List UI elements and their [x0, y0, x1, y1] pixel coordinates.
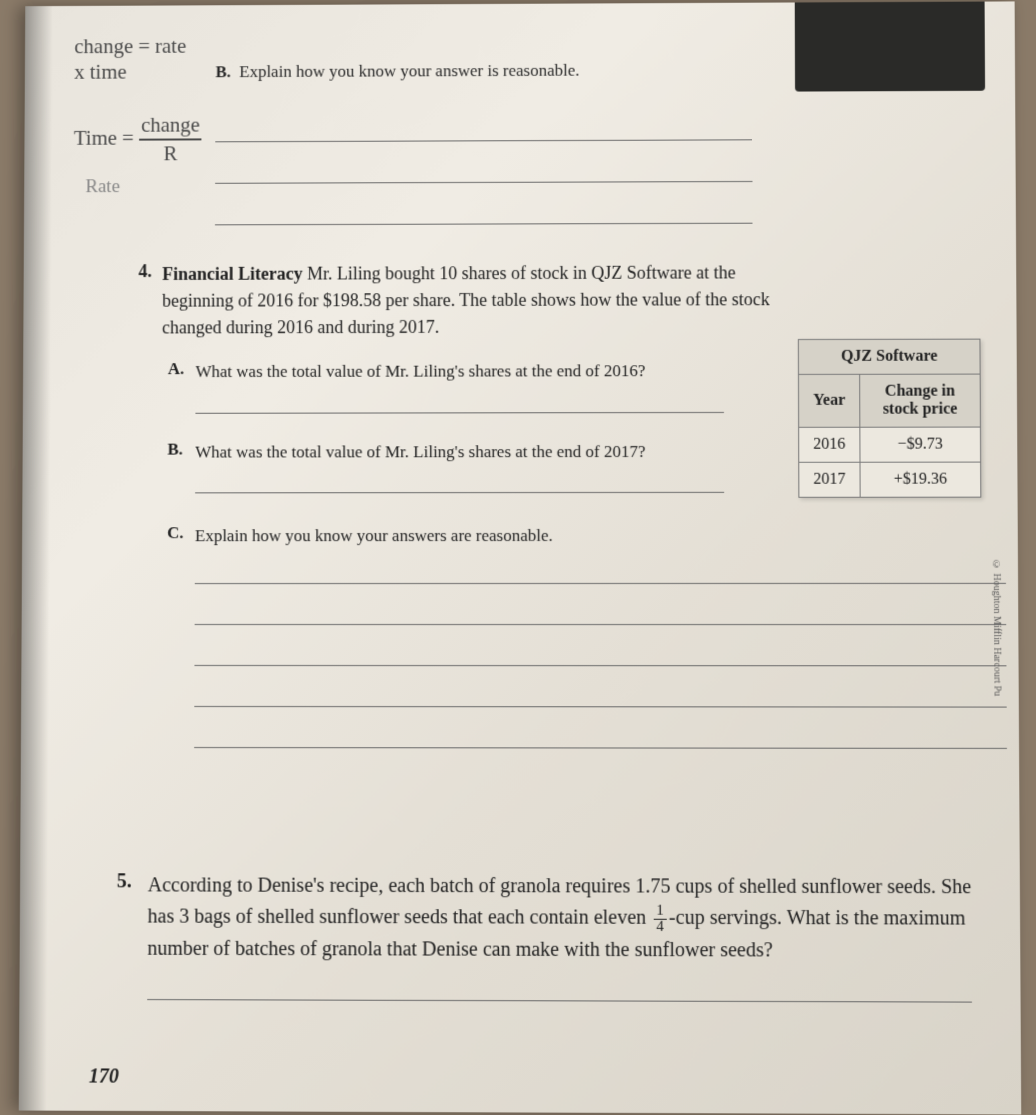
answer-line [195, 492, 724, 493]
answer-line [194, 747, 1007, 749]
binding-shadow [19, 6, 53, 1111]
handwritten-note-1: change = rate [74, 33, 186, 60]
q4b: B. What was the total value of Mr. Lilin… [161, 438, 981, 493]
q4-number: 4. [138, 261, 151, 282]
photo-fragment [795, 2, 985, 92]
answer-line [195, 411, 724, 413]
q4-title: Financial Literacy [162, 264, 302, 284]
answer-line [215, 139, 752, 142]
question-5: 5. According to Denise's recipe, each ba… [119, 870, 994, 1002]
q4c: C. Explain how you know your answers are… [160, 523, 982, 749]
formula-lhs: Time = [74, 126, 134, 150]
copyright-text: © Houghton Mifflin Harcourt Pu [991, 560, 1003, 697]
q4c-text: Explain how you know your answers are re… [195, 523, 976, 549]
q5-text: According to Denise's recipe, each batch… [147, 870, 971, 967]
answer-line [215, 181, 752, 184]
answer-line [195, 582, 1006, 583]
worksheet-page: change = rate x time Time = change R Rat… [19, 1, 1021, 1114]
answer-line [194, 705, 1006, 707]
answer-line [194, 664, 1006, 665]
fraction-1-4: 14 [653, 904, 667, 935]
handwritten-formula: Time = change R [74, 112, 202, 168]
q5-number: 5. [117, 870, 132, 893]
q4-intro: Financial Literacy Mr. Liling bought 10 … [162, 259, 800, 341]
answer-line [195, 624, 1007, 625]
question-4: 4. Financial Literacy Mr. Liling bought … [160, 259, 982, 749]
answer-line [215, 223, 753, 226]
formula-denominator: R [139, 141, 202, 168]
q3b-text: Explain how you know your answer is reas… [239, 61, 579, 82]
q4c-label: C. [167, 523, 184, 543]
formula-numerator: change [139, 112, 202, 141]
handwritten-faint: Rate [85, 175, 120, 199]
frac-den: 4 [653, 920, 667, 935]
answer-line [147, 999, 972, 1003]
q4a-text: What was the total value of Mr. Liling's… [196, 358, 724, 384]
q4b-text: What was the total value of Mr. Liling's… [195, 438, 724, 464]
q4a: A. What was the total value of Mr. Lilin… [162, 358, 981, 414]
q3b-label: B. [215, 62, 230, 82]
page-number: 170 [89, 1065, 119, 1088]
q4b-label: B. [167, 439, 183, 459]
handwritten-note-2: x time [74, 59, 127, 86]
frac-num: 1 [653, 904, 667, 920]
q4a-label: A. [168, 359, 184, 379]
